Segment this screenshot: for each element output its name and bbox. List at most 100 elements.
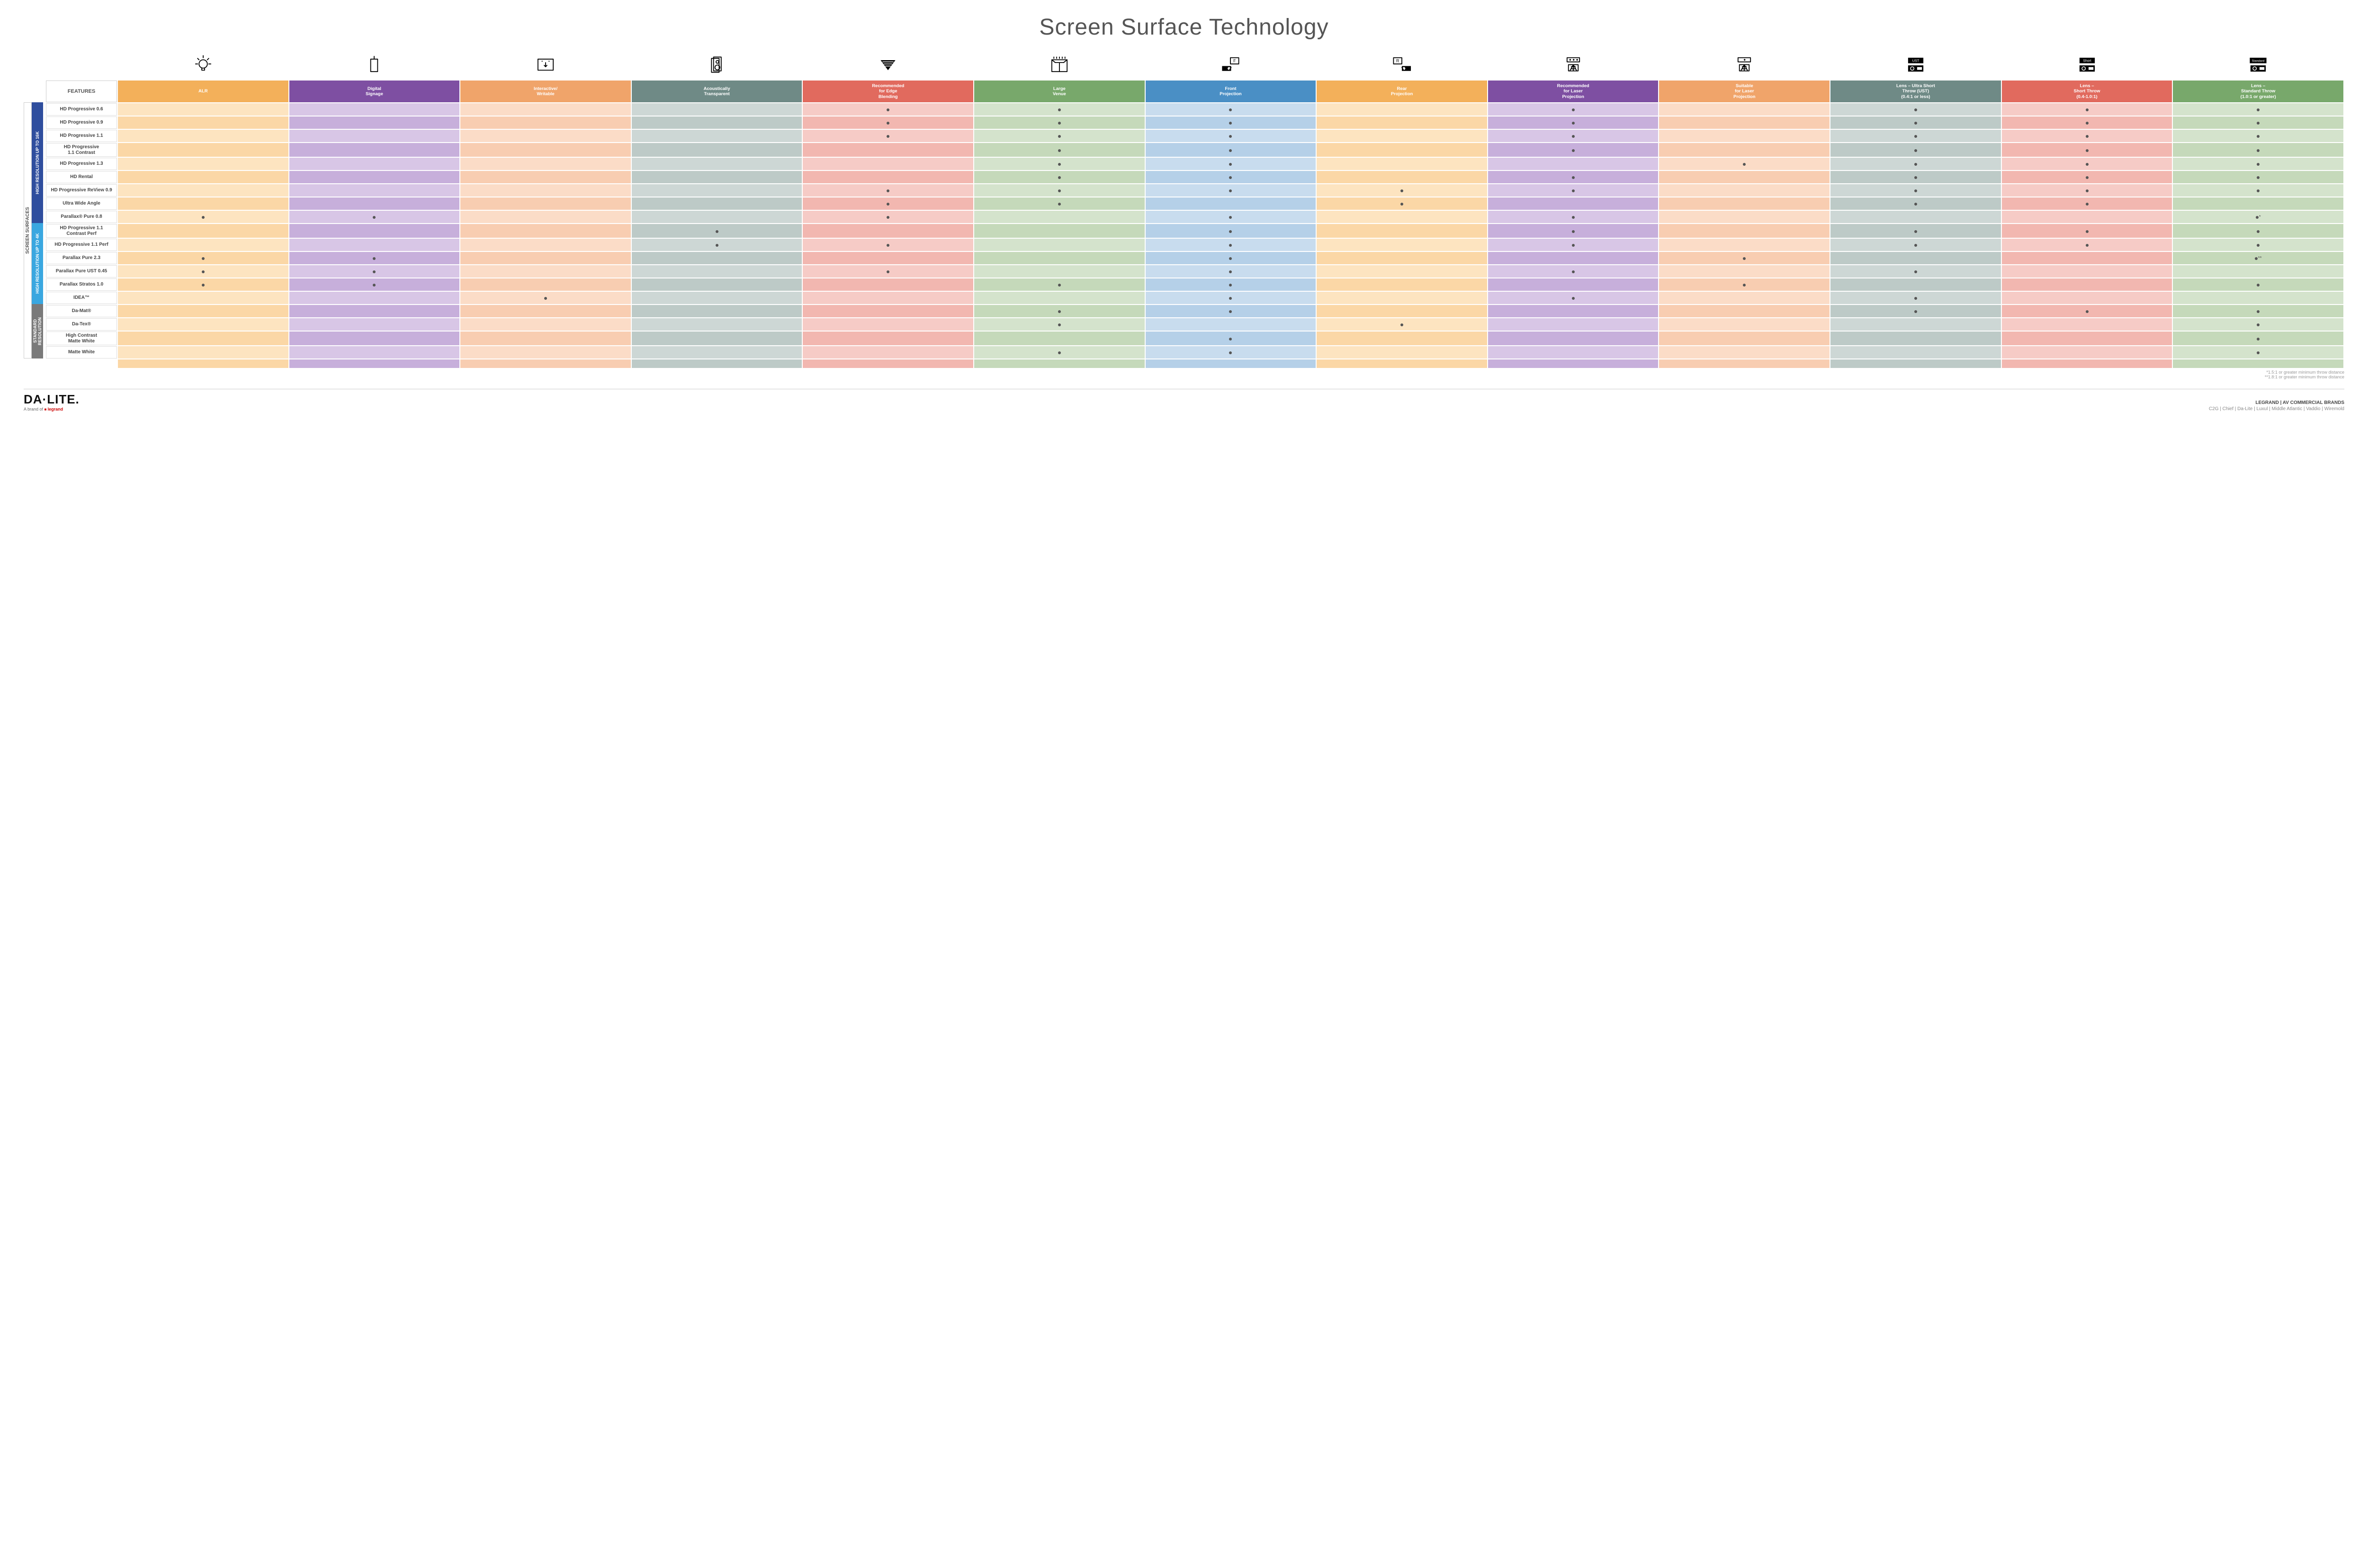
front-icon: F (1146, 53, 1316, 80)
cell (974, 171, 1145, 183)
cell (460, 197, 631, 210)
cell (2002, 359, 2172, 368)
cell (1146, 158, 1316, 170)
cell (1659, 318, 1830, 331)
cell (1830, 318, 2001, 331)
cell (1659, 305, 1830, 317)
cell (632, 116, 802, 129)
cell (289, 252, 460, 264)
cell (974, 318, 1145, 331)
dot-icon (1229, 135, 1232, 138)
cell (2173, 239, 2343, 251)
dot-icon (2257, 163, 2260, 166)
row-label: Parallax Stratos 1.0 (46, 278, 117, 291)
cell (1317, 197, 1487, 210)
cell (460, 184, 631, 197)
dot-icon (887, 122, 889, 125)
dot-icon (887, 189, 889, 192)
cell (118, 103, 288, 116)
cell (1317, 211, 1487, 223)
cell (1659, 211, 1830, 223)
dot-icon (1914, 310, 1917, 313)
cell (460, 278, 631, 291)
dot-icon (716, 244, 718, 247)
cell (1830, 265, 2001, 278)
cell (2173, 171, 2343, 183)
cell (632, 158, 802, 170)
row-label: HD Progressive1.1 Contrast (46, 143, 117, 157)
cell (1146, 103, 1316, 116)
cell (2173, 197, 2343, 210)
cell (460, 211, 631, 223)
cell (1830, 197, 2001, 210)
dot-icon (2257, 122, 2260, 125)
dot-icon (2257, 189, 2260, 192)
cell (1317, 171, 1487, 183)
cell (1317, 103, 1487, 116)
cell (1830, 359, 2001, 368)
cell (118, 224, 288, 238)
cell (1317, 130, 1487, 142)
cell (974, 305, 1145, 317)
dot-icon (1229, 122, 1232, 125)
dot-icon (1058, 122, 1061, 125)
dot-icon (1058, 323, 1061, 326)
cell (460, 265, 631, 278)
dot-icon (202, 270, 205, 273)
cell (460, 143, 631, 157)
dot-icon (1572, 297, 1575, 300)
dot-icon (2086, 149, 2089, 152)
dot-icon (2086, 122, 2089, 125)
row-label: High ContrastMatte White (46, 332, 117, 345)
cell (1488, 158, 1659, 170)
cell (1146, 252, 1316, 264)
laser3-icon (1488, 53, 1659, 80)
cell (803, 158, 973, 170)
cell (1830, 171, 2001, 183)
cell (1146, 239, 1316, 251)
cell (1659, 224, 1830, 238)
cell (118, 116, 288, 129)
dot-icon (2256, 216, 2259, 219)
dot-icon (1914, 122, 1917, 125)
cell (1488, 318, 1659, 331)
features-header: FEATURES (46, 81, 117, 102)
dot-icon (2086, 176, 2089, 179)
cell (1488, 103, 1659, 116)
cell (289, 103, 460, 116)
col-head-ust: Lens – Ultra ShortThrow (UST)(0.4:1 or l… (1830, 81, 2001, 102)
cell (803, 332, 973, 345)
cell (118, 239, 288, 251)
cell (1488, 265, 1659, 278)
dot-icon (887, 244, 889, 247)
dot-icon (2086, 310, 2089, 313)
cell (803, 292, 973, 304)
dot-icon (1058, 163, 1061, 166)
cell (632, 265, 802, 278)
cell (632, 239, 802, 251)
cell (2173, 158, 2343, 170)
cell (2002, 211, 2172, 223)
dot-icon (1058, 284, 1061, 287)
cell (1659, 252, 1830, 264)
cell (1146, 346, 1316, 358)
cell (1830, 143, 2001, 157)
col-head-laser_suit: Suitablefor LaserProjection (1659, 81, 1830, 102)
cell (1830, 252, 2001, 264)
cell (2173, 116, 2343, 129)
dot-icon (1914, 163, 1917, 166)
cell (974, 265, 1145, 278)
cell (2173, 359, 2343, 368)
cell (460, 318, 631, 331)
dot-icon (2086, 230, 2089, 233)
dot-icon (1229, 230, 1232, 233)
cell (1830, 278, 2001, 291)
cell (460, 239, 631, 251)
svg-text:R: R (1396, 58, 1399, 63)
side-category-label: SCREEN SURFACES (24, 102, 32, 358)
cell (632, 184, 802, 197)
row-label: Parallax Pure UST 0.45 (46, 265, 117, 278)
cell (2002, 143, 2172, 157)
cell (1317, 305, 1487, 317)
cell (1317, 184, 1487, 197)
